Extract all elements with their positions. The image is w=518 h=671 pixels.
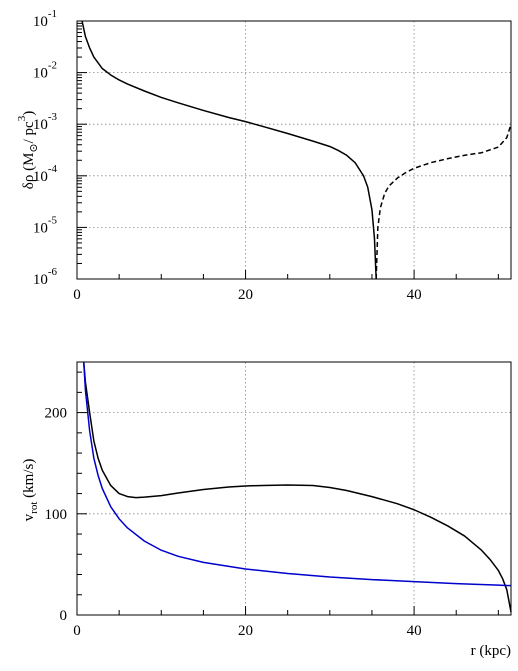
bottom-chart: 0 20 40 0 100 200 vrot (km/s) r (kpc) [21,361,512,659]
bottom-chart-tick-labels: 0 20 40 0 100 200 [45,406,422,639]
top-chart-series [81,20,512,280]
bottom-chart-series-1-line [82,361,512,587]
top-chart-ytick-label: 10-6 [33,266,58,288]
top-chart: 0 20 40 10-6 10-5 10-4 10-3 10-2 10-1 δρ (M⊙/ pc… [16,8,512,303]
top-chart-xtick-label: 20 [238,287,253,303]
bottom-chart-ticks [76,371,499,616]
bottom-chart-xtick-label: 40 [407,623,422,639]
bottom-chart-series-0-line [82,361,512,613]
bottom-chart-ytick-label: 200 [45,406,68,422]
bottom-chart-ytick-label: 0 [60,608,68,624]
top-chart-ylabel: δρ (M⊙/ pc3) [16,111,40,189]
bottom-chart-xtick-label: 0 [73,623,81,639]
bottom-chart-ylabel: vrot (km/s) [21,459,40,522]
top-chart-series-0-line [81,20,377,280]
top-chart-xtick-label: 40 [407,287,422,303]
bottom-chart-ytick-label: 100 [45,507,68,523]
top-chart-grid [77,21,511,279]
top-chart-ticks [76,20,499,280]
top-chart-ytick-label: 10-5 [33,214,58,236]
bottom-chart-xtick-label: 20 [238,623,253,639]
top-chart-tick-labels: 0 20 40 10-6 10-5 10-4 10-3 10-2 10-1 [33,8,422,303]
top-chart-frame [76,20,512,280]
bottom-chart-frame [76,361,512,616]
top-chart-ytick-label: 10-3 [33,111,58,133]
bottom-chart-series [82,361,512,613]
bottom-chart-grid [77,362,511,615]
top-chart-series-1-line [375,123,512,280]
top-chart-xtick-label: 0 [73,287,81,303]
bottom-chart-xlabel: r (kpc) [471,643,511,659]
top-chart-ytick-label: 10-2 [33,60,57,82]
top-chart-ytick-label: 10-1 [33,8,57,30]
top-chart-ytick-label: 10-4 [33,163,58,185]
